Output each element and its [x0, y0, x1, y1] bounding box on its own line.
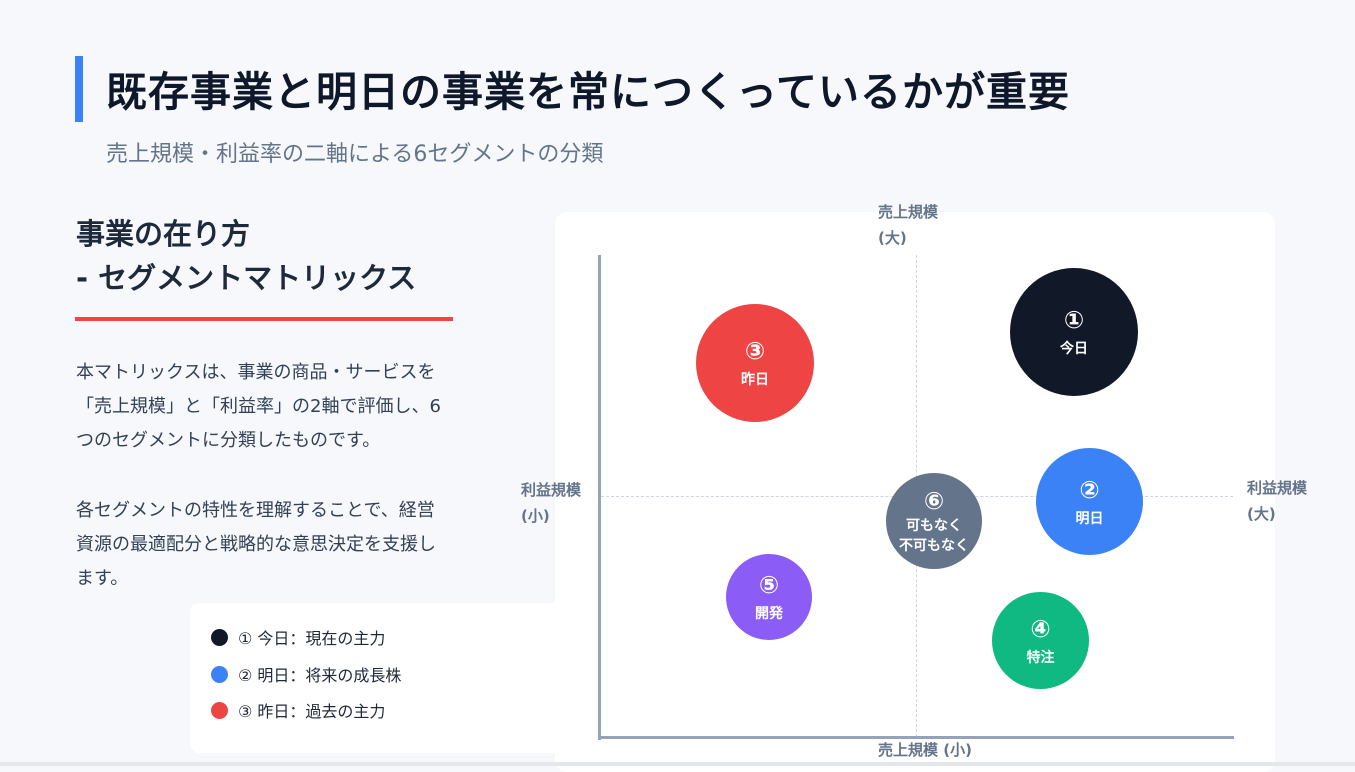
y-axis-line [598, 255, 601, 740]
axis-label-left-line1: 利益規模 [521, 481, 582, 499]
x-axis-line [598, 736, 1234, 739]
axis-label-bottom: 売上規模 (小) [878, 741, 972, 759]
segment-label: 昨日 [741, 372, 769, 388]
section-divider [75, 317, 453, 321]
section-title-line1: 事業の在り方 [76, 217, 251, 251]
axis-label-left: 利益規模 (小) [521, 477, 581, 529]
segment-label: 今日 [1060, 341, 1088, 357]
segment-tomorrow: ② 明日 [1036, 448, 1143, 555]
axis-label-right-line1: 利益規模 [1247, 479, 1308, 497]
legend-label: ③ 昨日：過去の主力 [238, 702, 386, 721]
axis-label-right-line2: (大) [1247, 505, 1276, 523]
axis-label-left-line2: (小) [521, 507, 550, 525]
segment-neutral: ⑥ 可もなく 不可もなく [886, 473, 982, 569]
section-title-line2: - セグメントマトリックス [76, 261, 417, 295]
page-bottom-edge [0, 762, 1355, 766]
description-paragraph-2: 各セグメントの特性を理解することで、経営資源の最適配分と戦略的な意思決定を支援し… [76, 500, 436, 589]
legend-dot [211, 665, 228, 683]
segment-number: ② [1079, 475, 1100, 504]
axis-label-right: 利益規模 (大) [1247, 475, 1307, 527]
segment-today: ① 今日 [1010, 268, 1138, 396]
segment-label: 可もなく [906, 518, 962, 534]
segment-number: ⑥ [923, 487, 945, 515]
legend-card: ① 今日：現在の主力 ② 明日：将来の成長株 ③ 昨日：過去の主力 [190, 603, 610, 753]
segment-yesterday: ③ 昨日 [696, 304, 814, 422]
segment-label: 特注 [1026, 649, 1055, 666]
page-subtitle: 売上規模・利益率の二軸による6セグメントの分類 [106, 142, 604, 167]
segment-number: ④ [1030, 614, 1051, 643]
legend-dot [211, 701, 228, 719]
axis-label-top: 売上規模 (大) [878, 199, 938, 251]
segment-development: ⑤ 開発 [726, 554, 812, 640]
segment-number: ③ [744, 337, 766, 365]
axis-label-top-line2: (大) [878, 229, 907, 247]
segment-label: 開発 [755, 606, 783, 622]
segment-number: ⑤ [758, 571, 780, 599]
legend-dot [211, 628, 228, 646]
legend-item-today: ① 今日：現在の主力 [211, 627, 386, 648]
legend-label: ① 今日：現在の主力 [238, 629, 386, 648]
page-title: 既存事業と明日の事業を常につくっているかが重要 [106, 68, 1070, 116]
segment-label: 明日 [1075, 510, 1104, 527]
legend-label: ② 明日：将来の成長株 [238, 666, 402, 685]
description-paragraph-1: 本マトリックスは、事業の商品・サービスを「売上規模」と「利益率」の2軸で評価し、… [76, 362, 441, 451]
section-title: 事業の在り方 - セグメントマトリックス [76, 212, 416, 300]
segment-label-line2: 不可もなく [899, 538, 969, 554]
segment-number: ① [1063, 306, 1085, 334]
legend-item-yesterday: ③ 昨日：過去の主力 [211, 700, 386, 721]
legend-item-tomorrow: ② 明日：将来の成長株 [211, 664, 402, 685]
title-accent-bar [75, 56, 83, 122]
segment-custom: ④ 特注 [992, 592, 1089, 689]
axis-label-top-line1: 売上規模 [878, 203, 939, 221]
